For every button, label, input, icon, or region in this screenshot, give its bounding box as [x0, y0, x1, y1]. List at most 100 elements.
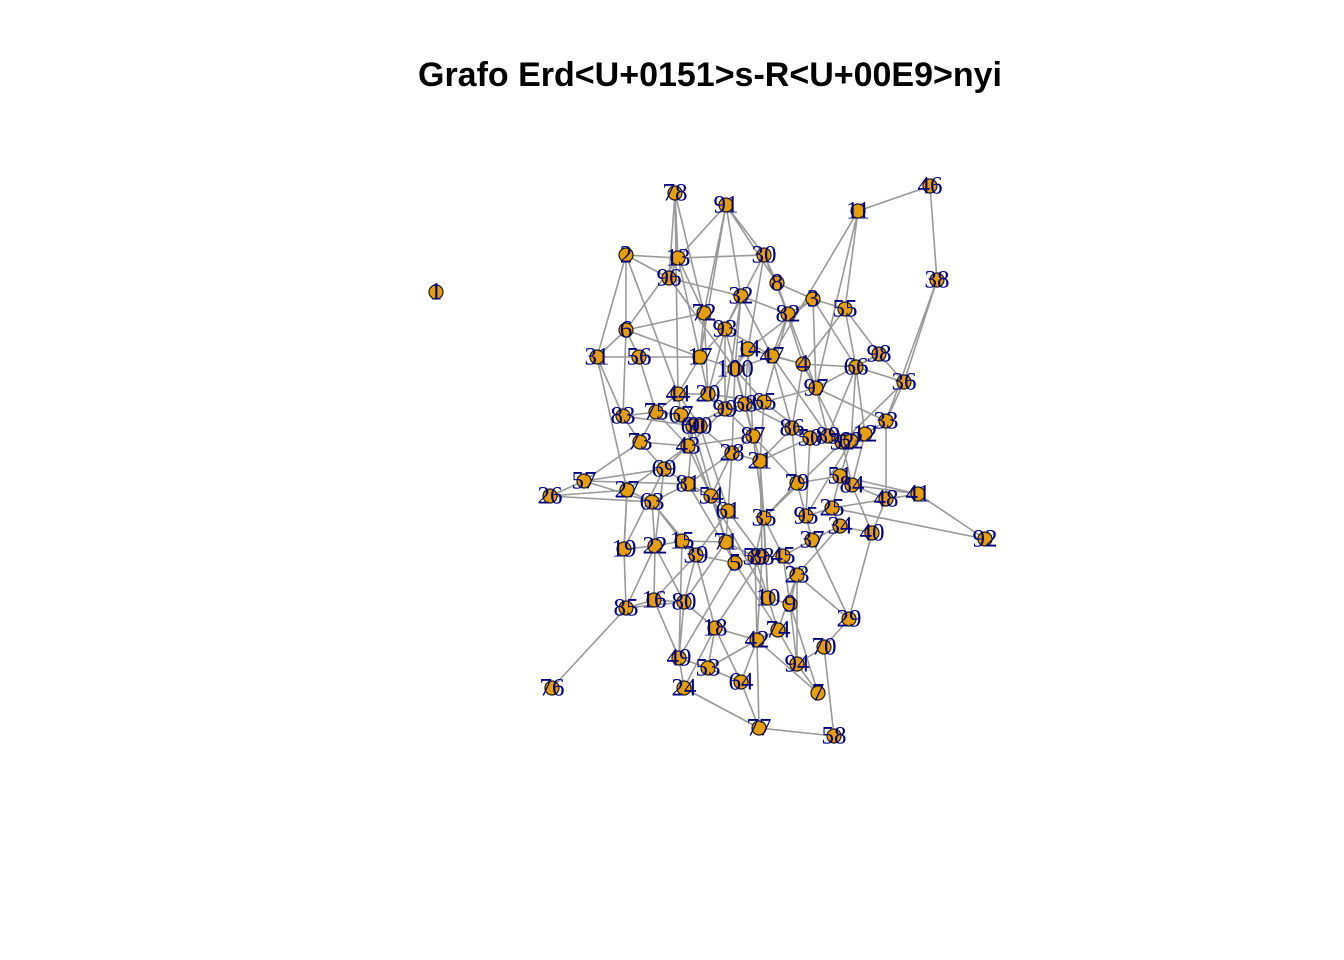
node-label-20: 20 [696, 381, 721, 408]
node-label-71: 71 [714, 529, 739, 556]
node-label-63: 63 [640, 489, 665, 516]
node-66 [848, 359, 864, 375]
edge-61-88 [727, 510, 763, 558]
edge-29-40 [848, 532, 873, 620]
node-40 [864, 525, 880, 541]
node-label-81: 81 [676, 471, 701, 498]
edge-77-42 [756, 639, 760, 729]
edge-28-81 [687, 452, 733, 485]
edge-26-27 [549, 489, 628, 497]
edge-78-96 [668, 192, 676, 279]
node-label-25: 25 [820, 495, 845, 522]
node-label-89: 89 [816, 423, 841, 450]
edge-30-14 [747, 254, 765, 350]
node-label-56: 56 [627, 344, 652, 371]
edge-20-65 [707, 393, 765, 403]
edge-75-43 [655, 411, 689, 447]
edge-59-42 [754, 556, 758, 641]
node-12 [857, 426, 873, 442]
edge-32-100 [734, 295, 742, 370]
node-label-27: 27 [615, 477, 640, 504]
node-93 [717, 321, 733, 337]
edge-21-10 [759, 460, 769, 599]
node-2 [618, 247, 634, 263]
node-label-73: 73 [628, 429, 653, 456]
node-label-34: 34 [828, 513, 854, 540]
node-label-11: 11 [846, 198, 870, 225]
node-38 [929, 272, 945, 288]
node-83 [615, 408, 631, 424]
node-68 [737, 396, 753, 412]
node-label-94: 94 [785, 651, 811, 678]
node-96 [661, 270, 677, 286]
node-label-96: 96 [657, 265, 682, 292]
edge-41-92 [917, 493, 986, 540]
node-92 [977, 531, 993, 547]
edge-13-30 [677, 254, 765, 259]
node-label-19: 19 [612, 536, 637, 563]
edge-11-46 [857, 185, 931, 212]
edge-41-25 [831, 493, 919, 509]
edge-18-64 [714, 627, 742, 683]
node-1 [428, 284, 444, 300]
node-label-16: 16 [642, 587, 667, 614]
edge-88-18 [714, 556, 763, 629]
edge-22-85 [625, 545, 656, 609]
node-label-37: 37 [800, 527, 825, 554]
node-label-42: 42 [745, 627, 770, 654]
edge-3-14 [747, 298, 814, 350]
node-label-31: 31 [585, 344, 610, 371]
node-label-66: 66 [844, 354, 869, 381]
edge-63-39 [651, 501, 697, 556]
edge-54-10 [710, 495, 769, 599]
edge-78-13 [674, 192, 679, 259]
node-label-43: 43 [676, 433, 701, 460]
node-86 [784, 420, 800, 436]
edge-11-47 [771, 210, 859, 357]
edge-7-42 [756, 639, 819, 694]
node-42 [749, 632, 765, 648]
edge-86-21 [759, 427, 793, 462]
edge-47-86 [771, 355, 793, 429]
node-34 [832, 518, 848, 534]
node-label-23: 23 [785, 562, 810, 589]
node-label-17: 17 [688, 344, 713, 371]
node-label-83: 83 [611, 403, 636, 430]
node-label-52: 52 [830, 429, 855, 456]
node-label-2: 2 [620, 242, 633, 269]
node-label-58: 58 [822, 723, 847, 750]
node-label-8: 8 [771, 270, 784, 297]
edge-91-32 [725, 204, 742, 297]
node-label-41: 41 [906, 481, 931, 508]
node-46 [922, 178, 938, 194]
edge-96-100 [668, 277, 736, 370]
node-label-22: 22 [643, 533, 668, 560]
node-label-82: 82 [776, 301, 801, 328]
node-28 [724, 445, 740, 461]
node-55 [837, 301, 853, 317]
edge-32-82 [740, 295, 789, 315]
edge-97-33 [815, 387, 887, 422]
node-label-6: 6 [620, 317, 633, 344]
edge-2-44 [625, 254, 679, 395]
node-label-76: 76 [540, 675, 565, 702]
edge-46-38 [929, 185, 938, 281]
edge-18-24 [683, 627, 716, 689]
edge-36-66 [855, 366, 905, 383]
edge-78-72 [674, 192, 705, 314]
node-9 [782, 596, 798, 612]
node-label-98: 98 [867, 341, 892, 368]
edge-23-29 [796, 574, 850, 620]
node-label-15: 15 [670, 528, 695, 555]
edge-4-52 [802, 363, 843, 443]
edge-11-55 [844, 210, 859, 310]
edge-66-12 [855, 366, 866, 435]
node-label-65: 65 [752, 389, 777, 416]
node-label-87: 87 [741, 423, 766, 450]
edge-4-86 [791, 363, 804, 429]
node-label-39: 39 [684, 542, 709, 569]
edge-28-61 [727, 452, 733, 512]
node-24 [676, 680, 692, 696]
node-label-50: 50 [798, 425, 823, 452]
node-63 [644, 494, 660, 510]
